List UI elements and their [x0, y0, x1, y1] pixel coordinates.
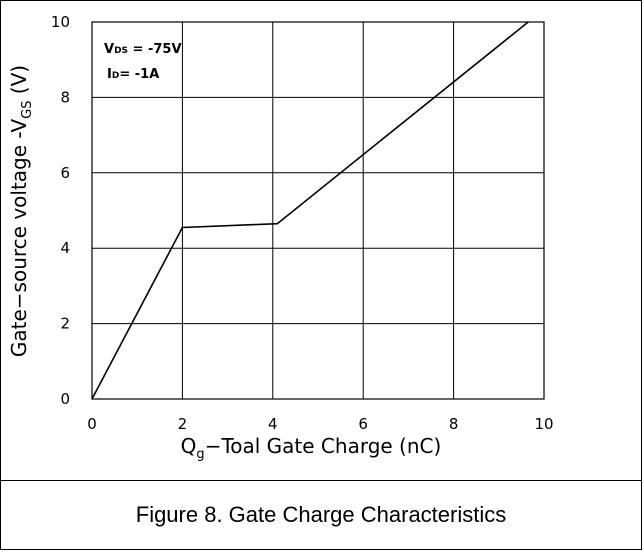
- y-tick-label: 10: [51, 13, 70, 31]
- x-tick-label: 0: [87, 415, 97, 433]
- y-tick-label: 6: [60, 164, 70, 182]
- condition-id: ID= -1A: [107, 67, 159, 82]
- x-axis-label: Qg−Toal Gate Charge (nC): [181, 434, 442, 462]
- grid: [92, 22, 544, 399]
- y-tick-label: 2: [60, 315, 70, 333]
- condition-vds: VDS = -75V: [104, 42, 182, 57]
- gate-charge-curve: [91, 21, 529, 400]
- figure-caption: Figure 8. Gate Charge Characteristics: [135, 502, 507, 527]
- plot-area-border: [91, 21, 545, 400]
- caption-divider: [0, 480, 642, 481]
- series-layer: [91, 21, 529, 400]
- y-tick-labels: 0 2 4 6 8 10: [51, 13, 70, 408]
- x-tick-label: 4: [268, 415, 278, 433]
- y-tick-label: 8: [60, 88, 70, 106]
- y-tick-label: 0: [60, 390, 70, 408]
- x-tick-label: 8: [449, 415, 459, 433]
- x-tick-label: 6: [358, 415, 368, 433]
- y-tick-label: 4: [60, 239, 70, 257]
- x-tick-label: 2: [178, 415, 188, 433]
- gate-charge-chart: 0 2 4 6 8 10 0 2 4 6 8 10 VDS = -75V ID= -1A Qg−To…: [7, 13, 554, 462]
- y-axis-label: Gate−source voltage -VGS (V): [7, 65, 35, 357]
- x-tick-label: 10: [534, 415, 553, 433]
- x-tick-labels: 0 2 4 6 8 10: [87, 415, 553, 433]
